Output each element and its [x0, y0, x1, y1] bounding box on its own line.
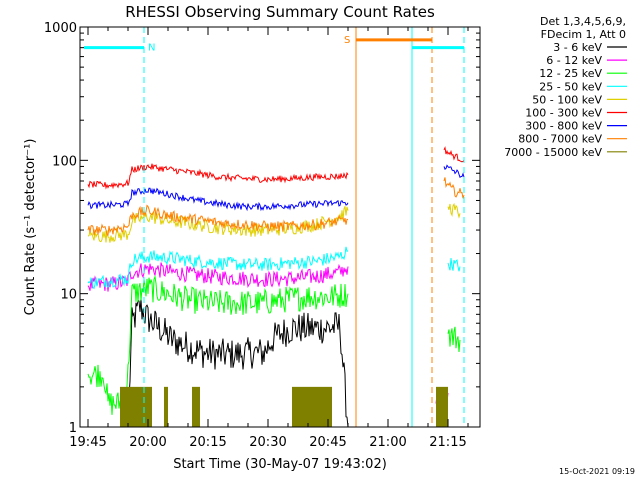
x-tick-label-5: 21:00 — [369, 435, 406, 450]
series-6-12-line-0 — [87, 262, 349, 292]
plot-frame — [79, 26, 481, 428]
legend-label-7: 800 - 7000 keV — [518, 133, 602, 146]
legend-label-0: 3 - 6 keV — [553, 41, 602, 54]
legend-header-1: FDecim 1, Att 0 — [541, 28, 626, 41]
series-50-100-line-0 — [87, 206, 349, 243]
legend-label-3: 25 - 50 keV — [539, 80, 602, 93]
y-axis-label: Count Rate (s⁻¹ detector⁻¹) — [23, 139, 38, 316]
series-12-25-line-0 — [87, 274, 349, 415]
x-tick-label-6: 21:15 — [429, 435, 466, 450]
flag-label-N: N — [148, 43, 155, 54]
axis-layer: 19:45 20:00 20:15 20:30 20:45 21:00 21:15 1 10 10… — [44, 21, 480, 450]
marker-layer: NS — [84, 27, 465, 427]
x-tick-label-2: 20:15 — [189, 435, 226, 450]
series-100-300-line-0 — [87, 163, 349, 190]
x-tick-label-0: 19:45 — [69, 435, 106, 450]
y-tick-label-1: 10 — [60, 288, 77, 303]
y-tick-label-2: 100 — [52, 154, 77, 169]
x-axis-label: Start Time (30-May-07 19:43:02) — [173, 457, 387, 472]
series-7000-15000-band-2 — [192, 386, 200, 427]
series-7000-15000-band-1 — [164, 386, 168, 427]
legend-label-2: 12 - 25 keV — [539, 67, 602, 80]
series-300-800-line-0 — [87, 187, 349, 212]
chart-title: RHESSI Observing Summary Count Rates — [125, 3, 435, 21]
x-tick-label-4: 20:45 — [309, 435, 346, 450]
series-7000-15000-band-0 — [120, 386, 152, 427]
series-7000-15000-band-3 — [292, 386, 332, 427]
series-800-7000-line-1 — [443, 177, 465, 199]
series-3-6-line-0 — [127, 298, 349, 428]
flag-label-S: S — [344, 35, 350, 46]
legend-label-1: 6 - 12 keV — [546, 54, 602, 67]
legend-header-0: Det 1,3,4,5,6,9, — [540, 15, 626, 28]
series-12-25-line-1 — [447, 326, 461, 353]
legend-label-4: 50 - 100 keV — [532, 93, 602, 106]
series-100-300-line-1 — [443, 146, 465, 163]
legend-label-6: 300 - 800 keV — [525, 120, 602, 133]
y-tick-label-0: 1 — [69, 421, 77, 436]
series-800-7000-line-0 — [87, 204, 349, 236]
series-layer — [87, 146, 465, 428]
legend-label-5: 100 - 300 keV — [525, 107, 602, 120]
legend-label-8: 7000 - 15000 keV — [504, 146, 602, 159]
series-25-50-line-1 — [447, 258, 461, 272]
generation-timestamp: 15-Oct-2021 09:19 — [559, 467, 635, 476]
x-tick-label-3: 20:30 — [249, 435, 286, 450]
y-tick-label-3: 1000 — [44, 21, 77, 36]
series-50-100-line-1 — [447, 202, 461, 219]
legend: Det 1,3,4,5,6,9,FDecim 1, Att 03 - 6 keV… — [504, 15, 627, 159]
x-tick-label-1: 20:00 — [129, 435, 166, 450]
series-7000-15000-band-4 — [436, 386, 448, 427]
series-300-800-line-1 — [443, 164, 465, 178]
series-25-50-line-0 — [87, 246, 349, 290]
